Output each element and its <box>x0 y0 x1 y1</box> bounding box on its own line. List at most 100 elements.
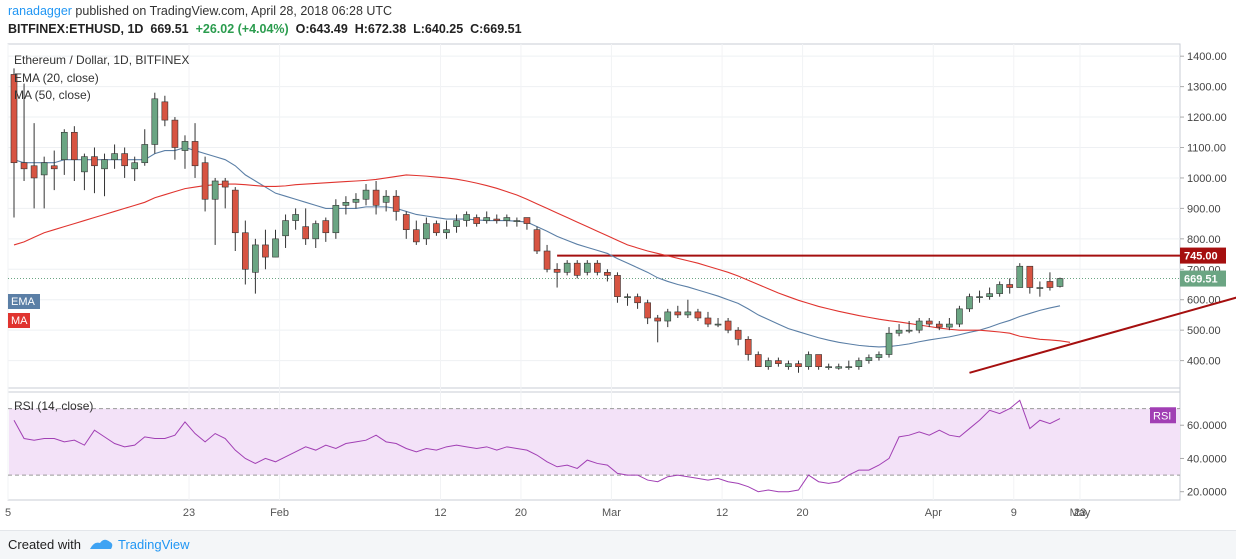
candle-body <box>956 308 963 325</box>
candle-body <box>513 220 521 222</box>
candle-body <box>181 141 189 151</box>
candle-body <box>744 338 752 355</box>
candle-body <box>463 214 470 221</box>
candle-body <box>1046 281 1054 288</box>
candle-body <box>996 284 1003 294</box>
candle-body <box>634 296 641 304</box>
candle-body <box>161 101 169 121</box>
candle-body <box>473 217 480 224</box>
candle-body <box>724 320 732 331</box>
candle-body <box>30 165 38 179</box>
ma-legend: MA (50, close) <box>14 88 91 102</box>
candle-body <box>493 218 501 221</box>
candle-body <box>262 244 269 258</box>
open-value: O:643.49 <box>295 22 348 36</box>
candle-body <box>805 354 812 367</box>
candle-body <box>775 360 782 364</box>
candle-body <box>1056 278 1064 287</box>
candle-body <box>423 223 430 240</box>
candle-body <box>50 165 58 170</box>
candle-body <box>40 162 48 176</box>
low-value: L:640.25 <box>413 22 464 36</box>
time-tick-label: May <box>1070 507 1091 519</box>
time-tick-label: 5 <box>5 507 11 519</box>
candle-body <box>191 141 199 167</box>
trend-line <box>969 296 1236 374</box>
rsi-line <box>13 399 1061 493</box>
candle-body <box>875 354 883 358</box>
ema-tag-bg <box>8 294 40 309</box>
price-tick-label: 1000.00 <box>1187 173 1227 185</box>
candle-body <box>71 131 78 160</box>
candle-body <box>895 329 903 334</box>
candle-body <box>503 217 511 221</box>
main-pane <box>7 43 1181 389</box>
candle-body <box>885 332 893 355</box>
footer: Created with TradingView <box>0 530 1236 559</box>
candle-body <box>272 238 279 258</box>
tradingview-link[interactable]: TradingView <box>118 537 190 552</box>
candle-body <box>372 189 380 206</box>
time-tick-label: 20 <box>796 507 808 519</box>
price-tick-label: 1100.00 <box>1187 143 1226 155</box>
time-tick-label: Apr <box>925 507 942 519</box>
author-link[interactable]: ranadagger <box>8 4 72 18</box>
candle-body <box>1026 265 1034 288</box>
candle-body <box>392 195 400 212</box>
resistance-price-label: 745.00 <box>1184 251 1218 263</box>
candle-body <box>10 74 18 164</box>
price-tick-label: 500.00 <box>1187 325 1221 337</box>
candle-body <box>382 195 390 203</box>
candle-body <box>60 131 68 160</box>
candle-body <box>684 311 692 316</box>
candle-body <box>201 162 209 200</box>
symbol-label: BITFINEX:ETHUSD, 1D <box>8 22 144 36</box>
time-tick-label: 12 <box>434 507 446 519</box>
candle-body <box>402 214 410 230</box>
ma-tag: MA <box>11 315 28 327</box>
candle-body <box>211 180 219 200</box>
rsi-tick-label: 20.0000 <box>1187 487 1227 499</box>
candle-body <box>1006 284 1014 288</box>
high-value: H:672.38 <box>354 22 407 36</box>
candle-body <box>433 223 440 234</box>
candle-body <box>654 317 662 322</box>
price-tick-label: 600.00 <box>1187 295 1221 307</box>
time-tick-label: 9 <box>1011 507 1017 519</box>
ema-legend: EMA (20, close) <box>14 71 99 85</box>
candle-body <box>845 366 853 368</box>
price-tick-label: 800.00 <box>1187 234 1221 246</box>
candle-body <box>252 244 259 273</box>
rsi-band <box>9 408 1180 476</box>
chart-area[interactable]: 400.00500.00600.00700.00800.00900.001000… <box>0 0 1236 530</box>
price-tick-label: 1300.00 <box>1187 82 1227 94</box>
candle-body <box>865 357 873 361</box>
candle-body <box>20 162 28 170</box>
candle-body <box>594 262 601 273</box>
candle-body <box>946 323 953 328</box>
candle-body <box>292 214 299 221</box>
candle-body <box>563 262 571 273</box>
candle-body <box>533 229 541 252</box>
candle-body <box>543 250 551 270</box>
candle-body <box>785 363 792 367</box>
time-tick-label: Feb <box>270 507 289 519</box>
close-value: C:669.51 <box>470 22 522 36</box>
candle-body <box>312 223 320 240</box>
price-tick-label: 400.00 <box>1187 356 1221 368</box>
candle-body <box>704 317 712 325</box>
candle-body <box>221 180 229 188</box>
candle-body <box>1016 265 1024 288</box>
candle-body <box>342 202 350 206</box>
candle-body <box>91 156 98 167</box>
candle-body <box>231 189 239 234</box>
candle-body <box>322 220 330 234</box>
candle-body <box>694 311 702 319</box>
time-tick-label: 23 <box>1074 507 1086 519</box>
candle-body <box>332 205 340 234</box>
last-price: 669.51 <box>150 22 189 36</box>
time-tick-label: 23 <box>183 507 195 519</box>
last-price-label: 669.51 <box>1184 274 1218 286</box>
chart-title: Ethereum / Dollar, 1D, BITFINEX <box>14 53 189 67</box>
tradingview-logo-icon[interactable] <box>88 535 114 555</box>
